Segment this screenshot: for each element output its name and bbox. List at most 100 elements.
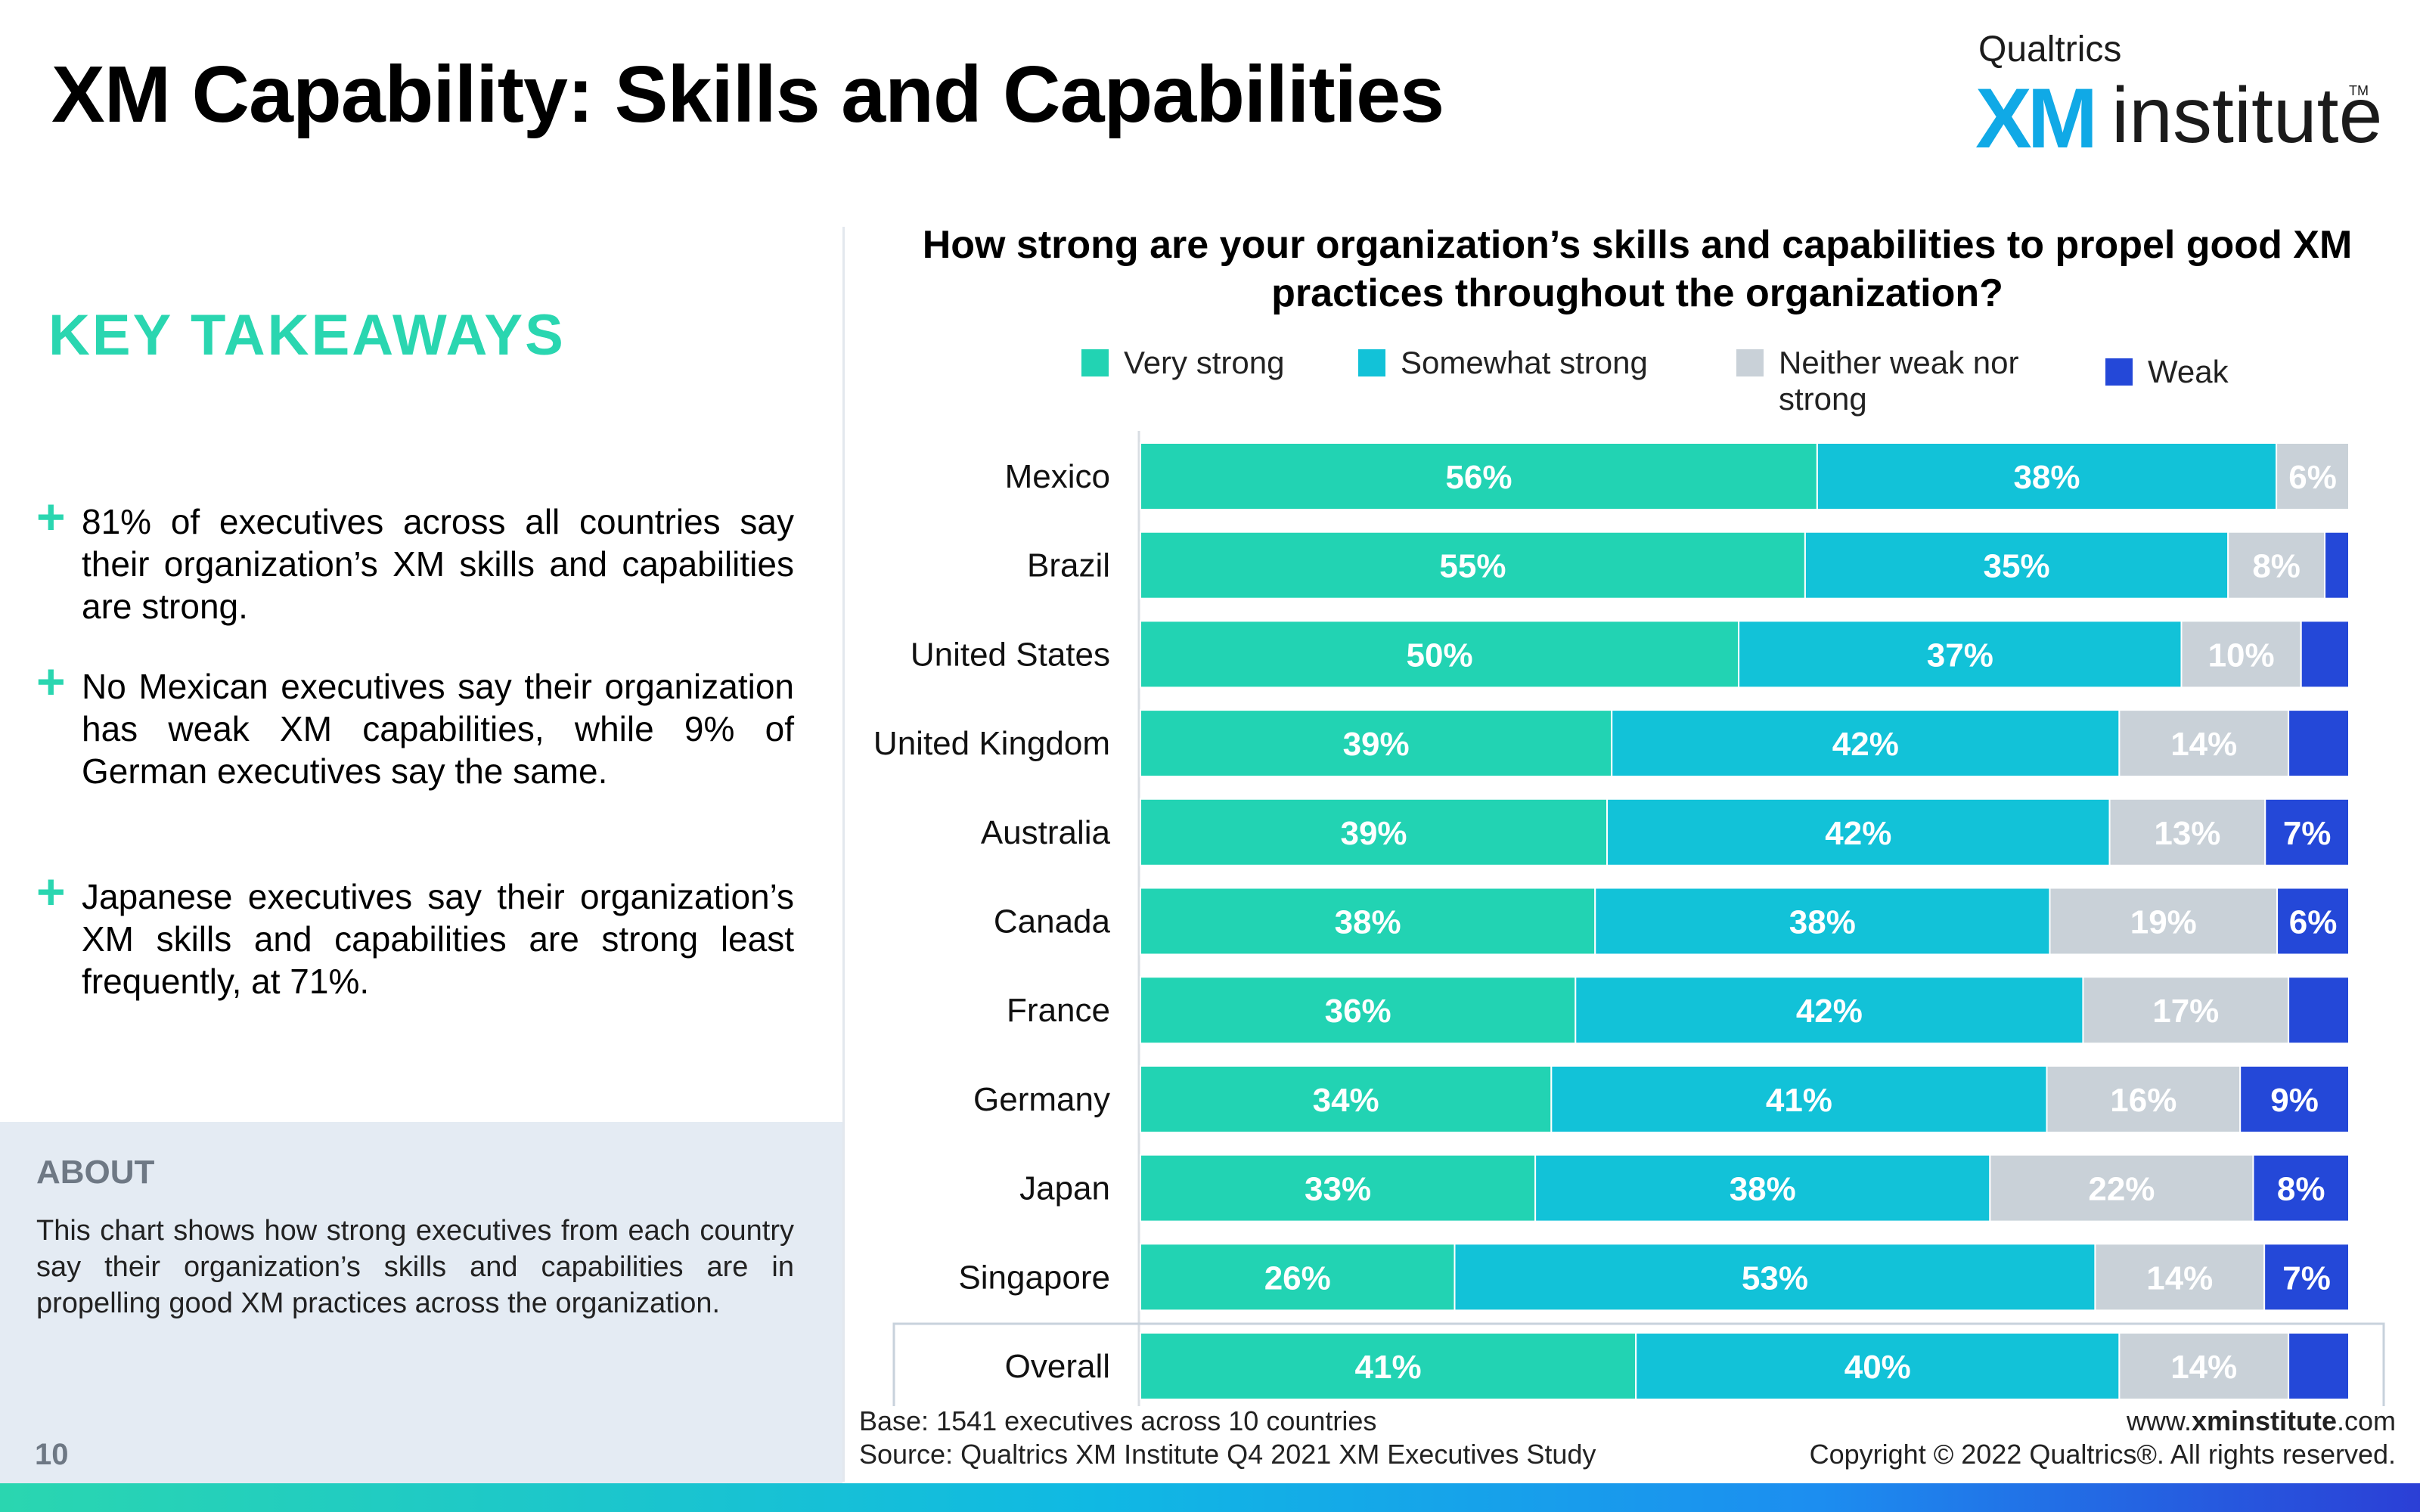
category-label: France [1007, 992, 1110, 1029]
data-label: 39% [1343, 726, 1410, 763]
footer-notes: Base: 1541 executives across 10 countrie… [859, 1405, 1596, 1471]
data-label: 7% [2282, 1259, 2331, 1297]
data-label: 36% [1325, 993, 1392, 1030]
data-label: 42% [1796, 993, 1863, 1030]
data-label: 22% [2088, 1171, 2155, 1208]
data-label: 8% [2277, 1171, 2325, 1208]
data-label: 17% [2152, 993, 2219, 1030]
takeaway-item: + No Mexican executives say their organi… [36, 656, 794, 792]
legend-label: Somewhat strong [1401, 345, 1648, 380]
data-label: 8% [2252, 548, 2301, 585]
legend-swatch [1358, 349, 1385, 376]
category-label: Japan [1019, 1170, 1110, 1207]
category-label: Canada [994, 903, 1111, 940]
bar-segment [2288, 1332, 2350, 1400]
data-label: 34% [1313, 1082, 1379, 1119]
about-text: This chart shows how strong executives f… [36, 1215, 794, 1319]
page-number: 10 [35, 1438, 69, 1471]
legend-item-very-strong: Very strong [1081, 345, 1284, 381]
bar-segment [2180, 620, 2302, 689]
bar-segment [1140, 887, 1596, 956]
bar-segment [1140, 1154, 1537, 1222]
plus-icon: + [36, 863, 66, 919]
plus-icon: + [36, 488, 66, 544]
takeaway-text: No Mexican executives say their organiza… [82, 667, 794, 791]
legend-item-somewhat-strong: Somewhat strong [1358, 345, 1648, 381]
logo-xm-text: XM [1975, 71, 2098, 166]
bar-segment [1140, 1064, 1553, 1133]
bar-segment [2276, 442, 2350, 510]
about-title: ABOUT [36, 1154, 155, 1191]
data-label: 26% [1264, 1259, 1331, 1297]
chart-title: How strong are your organization’s skill… [922, 223, 2353, 315]
data-label: 9% [2270, 1082, 2319, 1119]
data-label: 56% [1445, 459, 1512, 496]
category-label: Germany [973, 1081, 1110, 1118]
data-label: 40% [1844, 1349, 1911, 1386]
bar-segment [1635, 1332, 2121, 1400]
takeaway-item: + 81% of executives across all countries… [36, 491, 794, 627]
data-label: 42% [1832, 726, 1899, 763]
data-label: 10% [2208, 637, 2275, 674]
bar-segment [1594, 887, 2051, 956]
category-label: United States [911, 636, 1110, 673]
legend-label: Very strong [1124, 345, 1285, 380]
data-label: 33% [1305, 1171, 1371, 1208]
logo-trademark: TM [2349, 83, 2369, 98]
bar-segment [2049, 887, 2279, 956]
takeaway-item: + Japanese executives say their organiza… [36, 866, 794, 1002]
data-label: 35% [1984, 548, 2050, 585]
bar-segment [1611, 709, 2121, 778]
bar-segment [1804, 531, 2229, 600]
bar-segment [2276, 887, 2350, 956]
bar-segment [2288, 976, 2350, 1045]
category-label: United Kingdom [873, 725, 1110, 762]
data-label: 19% [2130, 904, 2197, 941]
legend-swatch [1736, 349, 1764, 376]
bar-segment [1140, 1332, 1637, 1400]
logo-qualtrics-text: Qualtrics [1978, 29, 2122, 70]
category-label: Brazil [1027, 547, 1110, 584]
stacked-bar-chart: Mexico 56% 38% 6% Brazil 55% 35% 8% United State… [873, 431, 2385, 1406]
bar-segment [2239, 1064, 2350, 1133]
data-label: 42% [1825, 815, 1891, 852]
data-label: 41% [1355, 1349, 1422, 1386]
bar-segment [1140, 798, 1609, 866]
bar-segment [2227, 531, 2326, 600]
bar-segment [2108, 798, 2266, 866]
data-label: 14% [2170, 1349, 2237, 1386]
category-label: Mexico [1005, 458, 1110, 495]
website-link[interactable]: www.xminstitute.com [1810, 1405, 2396, 1438]
legend-label-line: Neither weak nor [1779, 345, 2019, 380]
category-label: Singapore [958, 1259, 1110, 1296]
bar-segment [1575, 976, 2084, 1045]
overall-row-highlight [892, 1322, 2385, 1406]
bar-segment [1140, 531, 1806, 600]
legend-label: Neither weak nor strong [1779, 345, 2018, 417]
data-label: 38% [1335, 904, 1401, 941]
legend-label-line: strong [1779, 381, 1867, 417]
data-label: 38% [1730, 1171, 1796, 1208]
bar-segment [2300, 620, 2350, 689]
bar-segment [1454, 1243, 2096, 1312]
bar-segment [2252, 1154, 2350, 1222]
bar-segment [1738, 620, 2183, 689]
data-label: 6% [2288, 459, 2337, 496]
data-label: 55% [1439, 548, 1506, 585]
base-note: Base: 1541 executives across 10 countrie… [859, 1405, 1377, 1436]
about-panel [0, 1122, 842, 1485]
bar-segment [2264, 798, 2350, 866]
bar-segment [2324, 531, 2350, 600]
bar-segment [1816, 442, 2278, 510]
data-label: 50% [1407, 637, 1473, 674]
bar-segment [1140, 442, 1818, 510]
takeaway-text: Japanese executives say their organizati… [82, 877, 794, 1001]
data-label: 53% [1742, 1259, 1808, 1297]
bar-segment [2046, 1064, 2242, 1133]
data-label: 37% [1927, 637, 1993, 674]
data-label: 6% [2289, 904, 2338, 941]
footer-right: www.xminstitute.com Copyright © 2022 Qua… [1810, 1405, 2396, 1471]
data-label: 13% [2154, 815, 2220, 852]
page-title: XM Capability: Skills and Capabilities [51, 50, 1444, 139]
data-label: 7% [2283, 815, 2332, 852]
